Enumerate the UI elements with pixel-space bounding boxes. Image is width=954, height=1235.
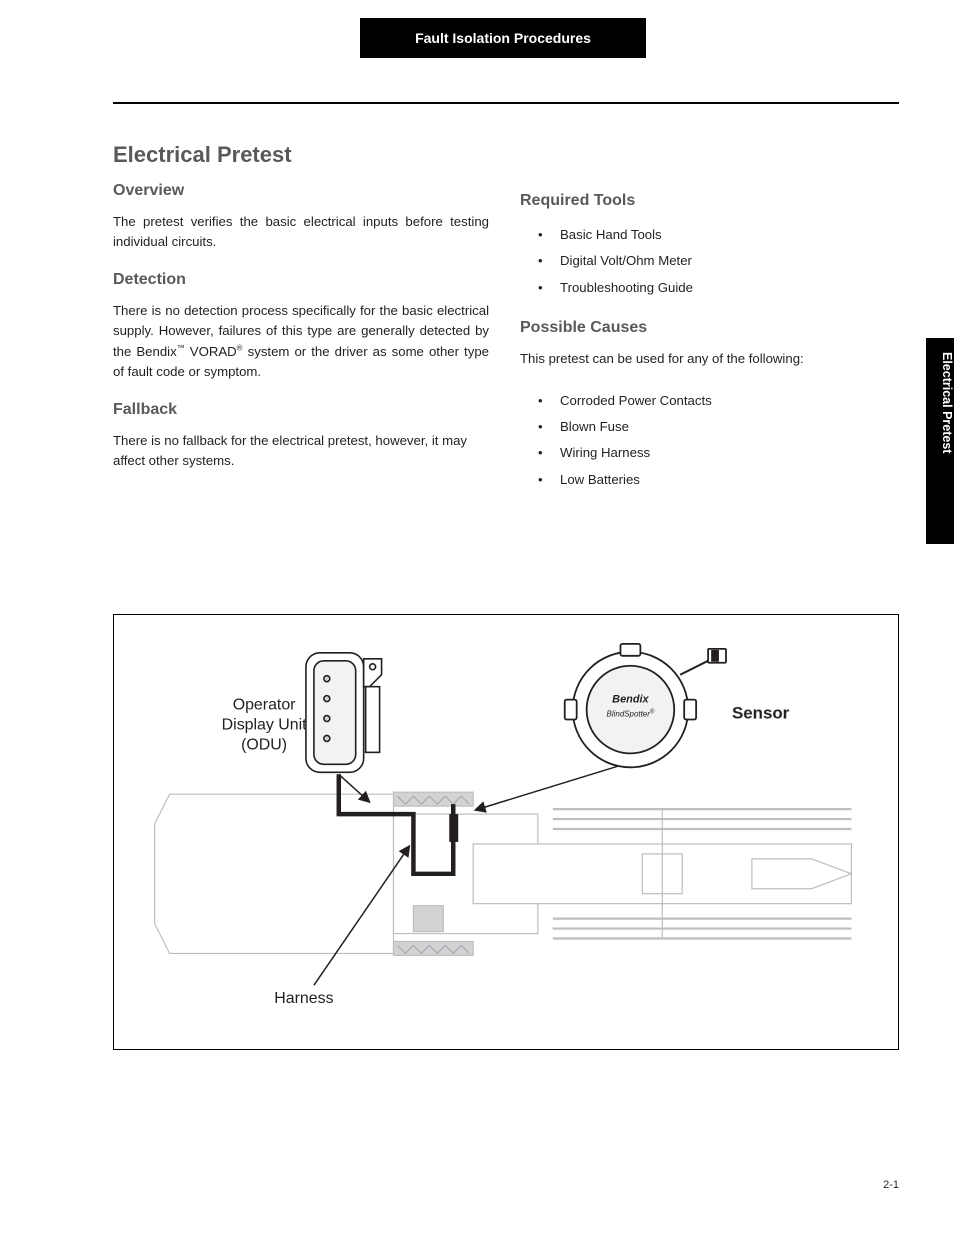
harness-label: Harness xyxy=(274,990,333,1007)
sensor-label: Sensor xyxy=(732,704,790,723)
fallback-paragraph: There is no fallback for the electrical … xyxy=(113,431,489,472)
overview-paragraph: The pretest verifies the basic electrica… xyxy=(113,212,489,253)
detection-heading: Detection xyxy=(113,271,489,289)
horizontal-rule xyxy=(113,102,899,104)
diagram-svg: Bendix BlindSpotter® Operator Display Un… xyxy=(114,615,898,1049)
sensor-sub-text: BlindSpotter® xyxy=(607,709,655,719)
tools-list: Basic Hand Tools Digital Volt/Ohm Meter … xyxy=(520,222,898,301)
page-number: 2-1 xyxy=(883,1179,899,1191)
sensor-brand-text: Bendix xyxy=(612,694,649,706)
side-tab: Electrical Pretest xyxy=(926,338,954,544)
diagram-frame: Bendix BlindSpotter® Operator Display Un… xyxy=(113,614,899,1050)
causes-heading: Possible Causes xyxy=(520,319,898,337)
odu-label-1: Operator xyxy=(233,697,296,714)
list-item: Basic Hand Tools xyxy=(560,222,898,248)
fallback-heading: Fallback xyxy=(113,401,489,419)
harness-connector xyxy=(449,814,458,842)
list-item: Corroded Power Contacts xyxy=(560,388,898,414)
header-band: Fault Isolation Procedures xyxy=(360,18,646,58)
sensor-leader xyxy=(475,766,617,810)
header-band-text: Fault Isolation Procedures xyxy=(415,30,591,46)
list-item: Troubleshooting Guide xyxy=(560,275,898,301)
odu-label-2: Display Unit xyxy=(222,716,307,733)
list-item: Wiring Harness xyxy=(560,440,898,466)
odu-device xyxy=(306,653,382,772)
list-item: Digital Volt/Ohm Meter xyxy=(560,248,898,274)
right-column: Required Tools Basic Hand Tools Digital … xyxy=(520,192,898,511)
tools-heading: Required Tools xyxy=(520,192,898,210)
side-tab-label: Electrical Pretest xyxy=(940,352,954,453)
list-item: Low Batteries xyxy=(560,467,898,493)
causes-intro: This pretest can be used for any of the … xyxy=(520,349,898,369)
list-item: Blown Fuse xyxy=(560,414,898,440)
causes-list: Corroded Power Contacts Blown Fuse Wirin… xyxy=(520,388,898,494)
overview-heading: Overview xyxy=(113,182,489,200)
left-column: Overview The pretest verifies the basic … xyxy=(113,182,489,490)
detection-paragraph: There is no detection process specifical… xyxy=(113,301,489,383)
page-title: Electrical Pretest xyxy=(113,142,292,168)
tm-symbol: ™ xyxy=(177,343,185,352)
truck-chassis xyxy=(155,792,852,955)
odu-label-3: (ODU) xyxy=(241,736,287,753)
detection-text-mid: VORAD xyxy=(185,344,237,359)
